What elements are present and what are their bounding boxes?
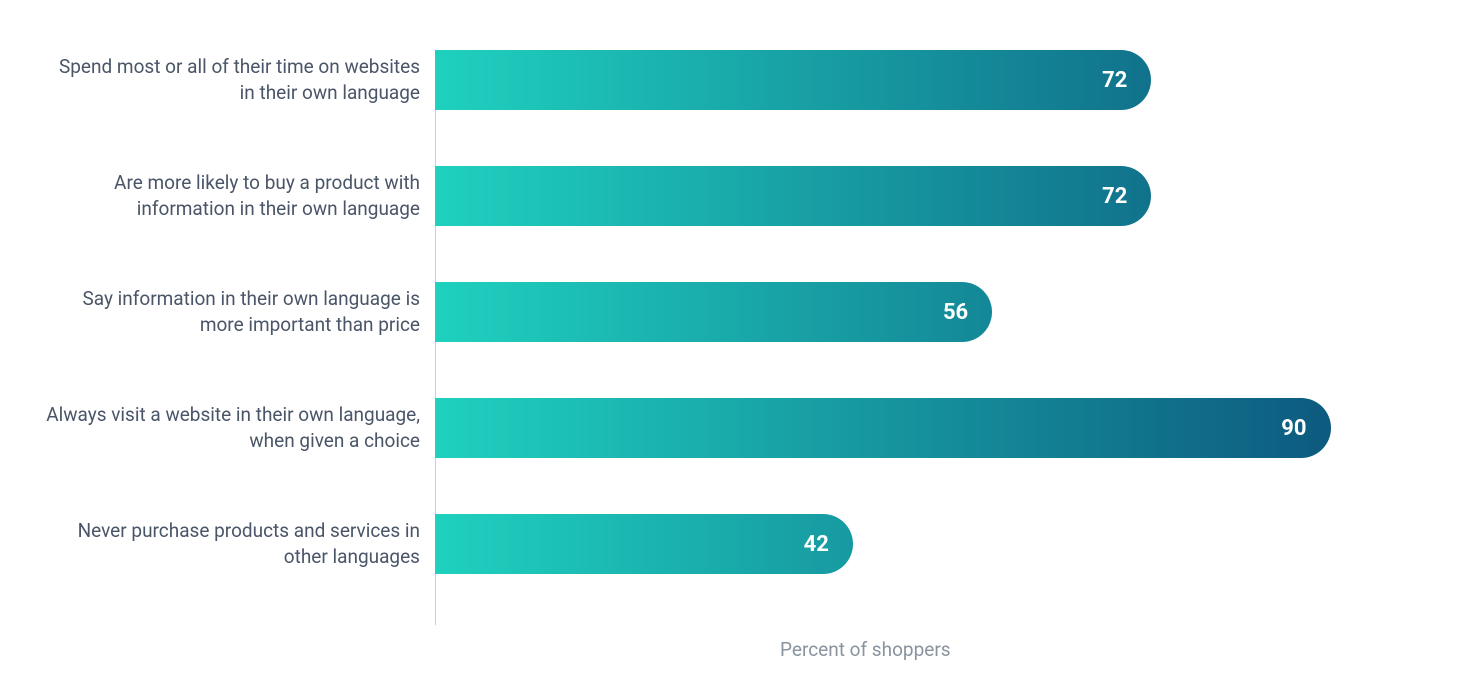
bar-value: 42 bbox=[804, 532, 829, 557]
bar-row: 42 bbox=[435, 514, 1440, 574]
category-label: Spend most or all of their time on websi… bbox=[40, 54, 420, 105]
bar-row: 72 bbox=[435, 166, 1440, 226]
bar-value: 72 bbox=[1102, 68, 1127, 93]
bar: 72 bbox=[435, 50, 1151, 110]
shoppers-language-bar-chart: 72 72 56 90 42 Spend most or all of thei… bbox=[0, 0, 1480, 684]
category-label: Never purchase products and services in … bbox=[40, 518, 420, 569]
category-label: Say information in their own language is… bbox=[40, 286, 420, 337]
bar-value: 90 bbox=[1281, 416, 1306, 441]
bar: 72 bbox=[435, 166, 1151, 226]
category-label: Are more likely to buy a product with in… bbox=[40, 170, 420, 221]
bar-value: 72 bbox=[1102, 184, 1127, 209]
bar: 90 bbox=[435, 398, 1331, 458]
bar-row: 72 bbox=[435, 50, 1440, 110]
bar: 56 bbox=[435, 282, 992, 342]
category-label: Always visit a website in their own lang… bbox=[40, 402, 420, 453]
bar-row: 90 bbox=[435, 398, 1440, 458]
x-axis-title: Percent of shoppers bbox=[780, 638, 951, 661]
bar: 42 bbox=[435, 514, 853, 574]
plot-area: 72 72 56 90 42 bbox=[435, 50, 1440, 630]
bar-value: 56 bbox=[943, 300, 968, 325]
bar-row: 56 bbox=[435, 282, 1440, 342]
